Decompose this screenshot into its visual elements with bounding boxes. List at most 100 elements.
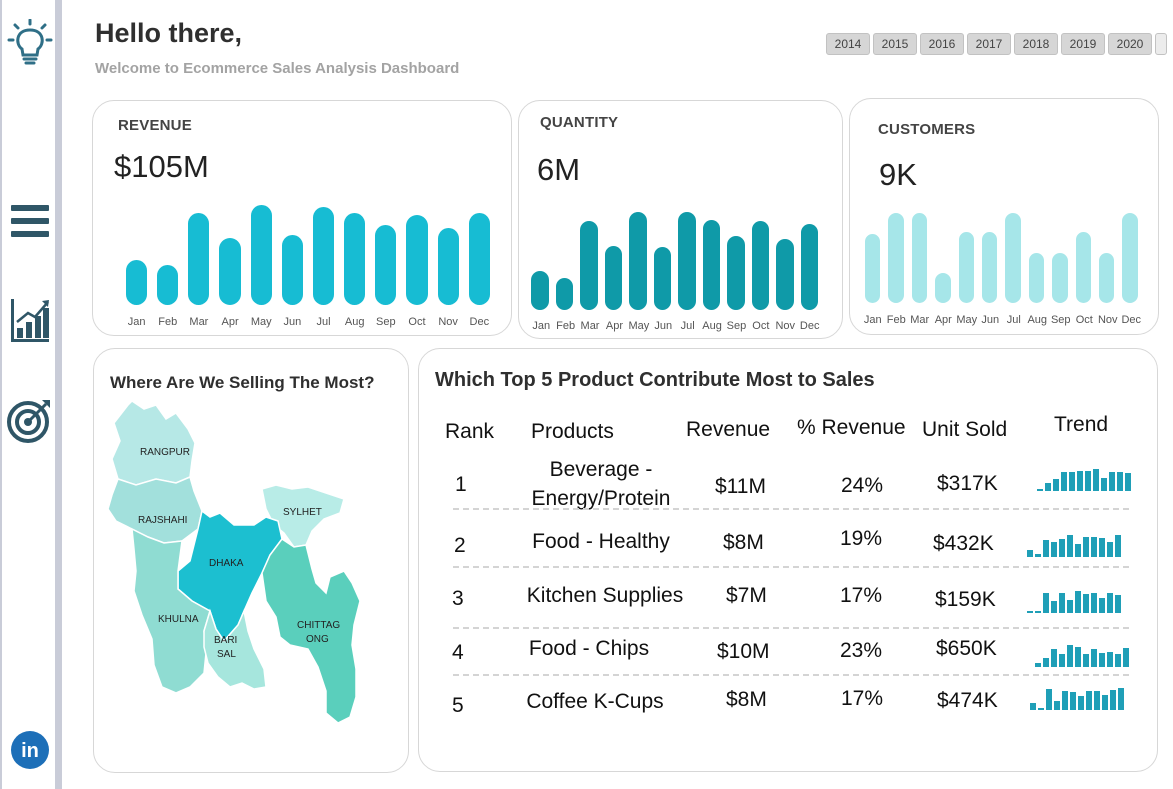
quantity-card: QUANTITY 6M Jan Feb Mar Apr May Jun Jul Aug Sep O… [518,100,843,339]
month-label: Nov [775,320,796,332]
row1-product-line1: Beverage - [549,458,653,481]
lightbulb-icon[interactable] [6,19,54,68]
month-label: May [628,320,650,332]
year-button-2020[interactable]: 2020 [1108,33,1152,55]
row2-trend-sparkline [1027,535,1121,557]
month-label: Sep [726,320,747,332]
sparkline-bar [1067,645,1073,667]
sparkline-bar [1094,691,1100,710]
bar-jul [678,212,696,310]
month-label: Jul [316,316,331,328]
chart-icon[interactable] [6,296,54,344]
year-button-2018[interactable]: 2018 [1014,33,1058,55]
row2-rank: 2 [454,534,466,557]
sparkline-bar [1107,593,1113,613]
region-label-chittagong-line1: CHITTAG [297,620,340,631]
sparkline-bar [1075,647,1081,667]
bar-may [250,205,272,305]
bar-mar [580,221,598,310]
bar-mar [911,213,928,303]
row1-pct: 24% [841,474,884,497]
sparkline-bar [1070,692,1076,710]
sparkline-bar [1053,479,1059,491]
sidebar: in [0,0,62,789]
month-label: Sep [376,316,396,328]
sparkline-bar [1099,653,1105,667]
row4-product: Food - Chips [528,637,650,660]
menu-icon[interactable] [6,197,54,245]
bar-oct [1075,232,1092,303]
month-label: Aug [1027,314,1048,326]
month-label: Apr [221,316,239,328]
row5-units: $474K [937,689,998,712]
linkedin-text: in [21,740,39,762]
row5-trend-sparkline [1030,688,1124,710]
bar-jun [653,247,671,310]
region-rajshahi[interactable] [107,475,203,544]
region-barisal[interactable] [203,608,267,690]
customers-bar-chart [865,213,1138,303]
sparkline-bar [1107,652,1113,667]
bar-dec [800,224,818,310]
sparkline-bar [1075,591,1081,613]
sidebar-edge [0,0,2,789]
dashboard-subtitle: Welcome to Ecommerce Sales Analysis Dash… [95,60,460,77]
sparkline-bar [1109,472,1115,491]
row3-revenue: $7M [726,584,767,607]
sparkline-bar [1110,690,1116,710]
bar-jul [1005,213,1021,303]
bar-nov [776,239,794,310]
month-label: Mar [189,316,209,328]
row1-rank: 1 [455,473,467,496]
sparkline-bar [1027,550,1033,557]
row5-rank: 5 [452,694,464,717]
row2-product: Food - Healthy [532,530,670,553]
region-khulna[interactable] [131,527,211,694]
month-label: Oct [1075,314,1093,326]
sparkline-bar [1118,688,1124,710]
bar-aug [344,213,366,305]
year-button-overflow[interactable] [1155,33,1167,55]
year-button-2015[interactable]: 2015 [873,33,917,55]
sparkline-bar [1027,611,1033,613]
bar-feb [157,265,179,305]
year-slicer: 2014 2015 2016 2017 2018 2019 2020 [826,33,1167,55]
sparkline-bar [1117,472,1123,491]
region-chittagong[interactable] [261,537,361,724]
month-label: Aug [702,320,722,332]
bar-nov [1099,253,1115,303]
year-button-2014[interactable]: 2014 [826,33,870,55]
sparkline-bar [1059,593,1065,613]
sparkline-bar [1067,600,1073,613]
row-separator [453,508,1129,510]
row1-trend-sparkline [1037,469,1131,491]
revenue-month-axis: Jan Feb Mar Apr May Jun Jul Aug Sep Oct Nov Dec [121,316,495,328]
linkedin-icon[interactable]: in [6,726,54,774]
region-rangpur[interactable] [111,400,196,486]
bar-feb [555,278,573,310]
header-unit-sold: Unit Sold [922,418,1008,441]
sparkline-bar [1101,478,1107,491]
sparkline-bar [1059,654,1065,667]
row3-trend-sparkline [1027,591,1121,613]
target-icon[interactable] [6,396,54,444]
sparkline-bar [1045,483,1051,491]
row2-units: $432K [933,532,994,555]
quantity-label: QUANTITY [540,114,619,131]
year-button-2017[interactable]: 2017 [967,33,1011,55]
sparkline-bar [1107,542,1113,557]
sparkline-bar [1102,695,1108,710]
customers-value: 9K [879,157,917,192]
row4-rank: 4 [452,641,464,664]
year-button-2019[interactable]: 2019 [1061,33,1105,55]
customers-card: CUSTOMERS 9K Jan Feb Mar Apr May Jun Jul Aug Sep… [849,98,1159,335]
month-label: Oct [752,320,770,332]
map-title: Where Are We Selling The Most? [110,373,375,392]
quantity-bar-chart [531,212,818,310]
bar-aug [1028,253,1045,303]
bar-apr [219,238,241,305]
year-button-2016[interactable]: 2016 [920,33,964,55]
sparkline-bar [1085,471,1091,491]
row2-pct: 19% [840,527,883,550]
month-label: Nov [1097,314,1118,326]
